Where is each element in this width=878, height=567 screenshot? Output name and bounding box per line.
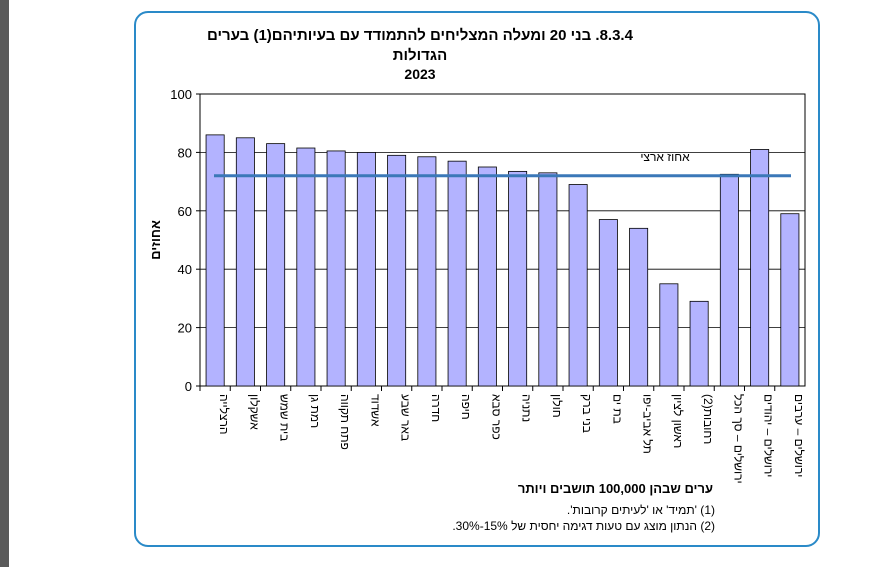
y-tick-label: 80 [178,145,192,160]
x-tick-label: ירושלים – סך הכל [731,394,745,484]
x-tick-label: הרצלייה [217,394,231,435]
x-tick-label: בני ברק [580,394,594,433]
y-tick-label: 0 [185,379,192,394]
bar [477,166,497,387]
footnote-1: (1) 'תמיד' או 'לעיתים קרובות'. [566,503,715,517]
bar [447,160,467,387]
bar [235,137,255,387]
bar [659,283,679,387]
bar [568,184,588,387]
x-tick-label: רמת גן [308,394,322,428]
x-tick-label: פתח תקווה [338,394,352,450]
window-edge [0,0,9,567]
bar [598,219,618,387]
x-tick-label: ירושלים – יהודים [762,394,776,477]
y-tick-label: 100 [170,87,192,102]
x-tick-label: כפר סבא [489,394,503,440]
plot-area [199,93,806,387]
footnote-2: (2) הנתון מוצג עם טעות דגימה יחסית של 15… [452,519,715,533]
x-tick-label: ירושלים – ערבים [792,394,806,477]
x-tick-label: אשדוד [368,394,382,427]
x-tick-label: חדרה [429,394,443,422]
y-tick-label: 60 [178,204,192,219]
x-tick-label: אשקלון [247,394,261,430]
bar [266,143,286,387]
y-tick-label: 20 [178,321,192,336]
x-axis-label: ערים שבהן 100,000 תושבים ויותר [517,481,713,496]
y-tick-label: 40 [178,262,192,277]
chart-subtitle: 2023 [404,66,436,82]
x-tick-label: חולון [550,394,564,418]
bar [417,156,437,387]
x-tick-label: בית שמש [278,394,292,441]
x-tick-label: חיפה [459,394,473,420]
bar [205,134,225,387]
y-axis-label: אחוזים [148,220,163,260]
bar [689,300,709,387]
x-tick-label: רחובות(2) [701,394,715,444]
chart-frame [134,11,820,547]
reference-line-label: אחוז ארצי [640,150,690,164]
x-tick-label: ראשון לציון [671,394,685,448]
bar [750,149,770,387]
bar [719,173,739,387]
bar [296,147,316,387]
chart-title-line2: הגדולות [392,47,448,64]
bar [780,213,800,387]
bar [538,172,558,387]
x-tick-label: תל אביב-יפו [641,394,655,454]
x-tick-label: בת ים [610,394,624,424]
bar [629,227,649,387]
bar [387,154,407,387]
bar [326,150,346,387]
chart-title: 8.3.4. בני 20 ומעלה המצליחים להתמודד עם … [207,27,633,44]
bar [356,151,376,387]
x-tick-label: נתניה [520,394,534,422]
bar [508,170,528,387]
x-tick-label: באר שבע [399,394,413,441]
